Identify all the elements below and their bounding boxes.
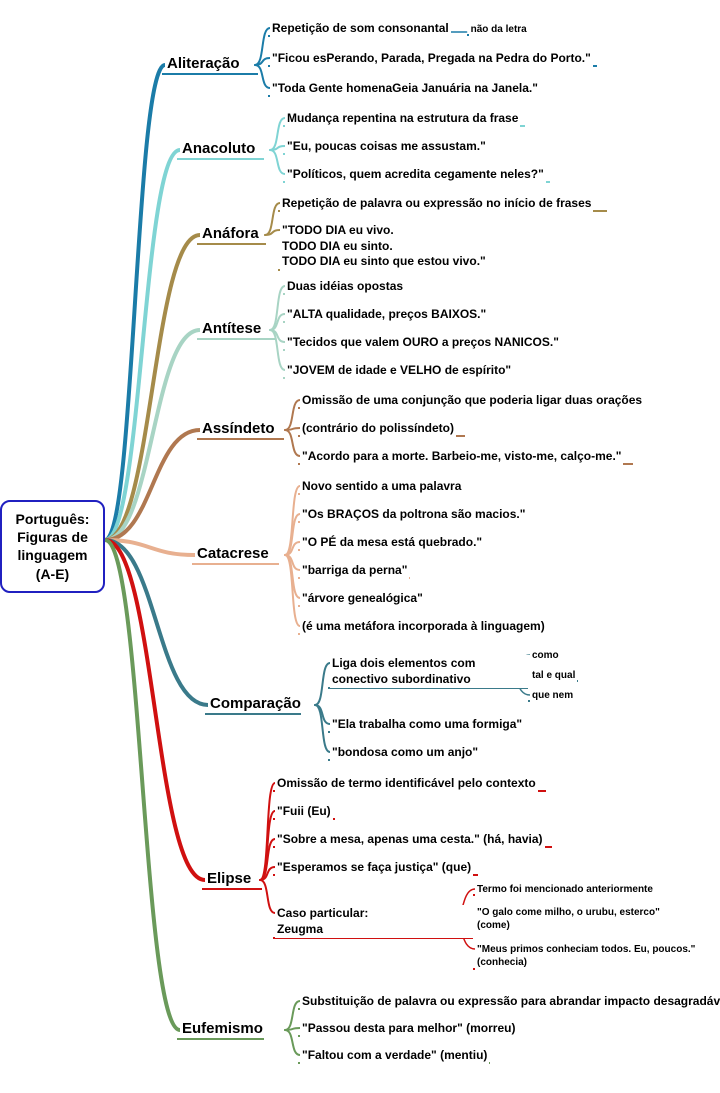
leaf-item: Repetição de palavra ou expressão no iní… bbox=[280, 195, 593, 213]
branch-eufemismo: Eufemismo bbox=[180, 1020, 265, 1037]
leaf-item: "TODO DIA eu vivo.TODO DIA eu sinto.TODO… bbox=[280, 222, 510, 271]
branch-catacrese: Catacrese bbox=[195, 545, 271, 562]
leaf-item: "bondosa como um anjo" bbox=[330, 744, 480, 762]
leaf-item: "Políticos, quem acredita cegamente nele… bbox=[285, 166, 546, 184]
leaf-item: Omissão de uma conjunção que poderia lig… bbox=[300, 392, 644, 410]
sub-leaf: que nem bbox=[530, 688, 575, 703]
root-title: Português:Figuras delinguagem(A-E) bbox=[16, 511, 90, 582]
sub-leaf: "O galo come milho, o urubu, esterco"(co… bbox=[475, 905, 705, 933]
leaf-item: "JOVEM de idade e VELHO de espírito" bbox=[285, 362, 513, 380]
leaf-item: "O PÉ da mesa está quebrado." bbox=[300, 534, 484, 552]
leaf-item: "Toda Gente homenaGeia Januária na Janel… bbox=[270, 80, 540, 98]
leaf-item: "Faltou com a verdade" (mentiu) bbox=[300, 1047, 489, 1065]
branch-elipse: Elipse bbox=[205, 870, 253, 887]
branch-anafora: Anáfora bbox=[200, 225, 261, 242]
leaf-item: Novo sentido a uma palavra bbox=[300, 478, 463, 496]
leaf-item: "Fuii (Eu) bbox=[275, 803, 333, 821]
branch-antitese: Antítese bbox=[200, 320, 263, 337]
leaf-item: Omissão de termo identificável pelo cont… bbox=[275, 775, 538, 793]
leaf-item: "Os BRAÇOS da poltrona são macios." bbox=[300, 506, 527, 524]
leaf-item: "Passou desta para melhor" (morreu) bbox=[300, 1020, 517, 1038]
leaf-item: "Eu, poucas coisas me assustam." bbox=[285, 138, 488, 156]
leaf-item: "barriga da perna" bbox=[300, 562, 409, 580]
leaf-item: "Sobre a mesa, apenas uma cesta." (há, h… bbox=[275, 831, 545, 849]
leaf-item: "ALTA qualidade, preços BAIXOS." bbox=[285, 306, 488, 324]
root-node: Português:Figuras delinguagem(A-E) bbox=[0, 500, 105, 593]
leaf-item: "Tecidos que valem OURO a preços NANICOS… bbox=[285, 334, 561, 352]
sub-leaf: como bbox=[530, 648, 561, 663]
leaf-item: Liga dois elementos comconectivo subordi… bbox=[330, 655, 560, 688]
branch-comparacao: Comparação bbox=[208, 695, 303, 712]
sub-leaf: Termo foi mencionado anteriormente bbox=[475, 882, 655, 897]
leaf-item: Duas idéias opostas bbox=[285, 278, 405, 296]
sub-leaf: tal e qual bbox=[530, 668, 577, 683]
leaf-item: "Ela trabalha como uma formiga" bbox=[330, 716, 524, 734]
leaf-item: "árvore genealógica" bbox=[300, 590, 425, 608]
leaf-item: (contrário do polissíndeto) bbox=[300, 420, 456, 438]
leaf-item: Substituição de palavra ou expressão par… bbox=[300, 993, 720, 1011]
leaf-item: "Acordo para a morte. Barbeio-me, visto-… bbox=[300, 448, 623, 466]
leaf-item: Repetição de som consonantal bbox=[270, 20, 451, 38]
leaf-item: "Ficou esPerando, Parada, Pregada na Ped… bbox=[270, 50, 593, 68]
branch-assindeto: Assíndeto bbox=[200, 420, 277, 437]
branch-anacoluto: Anacoluto bbox=[180, 140, 257, 157]
leaf-item: (é uma metáfora incorporada à linguagem) bbox=[300, 618, 547, 636]
sub-leaf: "Meus primos conheciam todos. Eu, poucos… bbox=[475, 942, 705, 970]
leaf-extra: não da letra bbox=[469, 22, 529, 37]
leaf-item: Mudança repentina na estrutura da frase bbox=[285, 110, 520, 128]
leaf-item: Caso particular:Zeugma bbox=[275, 905, 505, 938]
leaf-item: "Esperamos se faça justiça" (que) bbox=[275, 859, 473, 877]
branch-aliteracao: Aliteração bbox=[165, 55, 242, 72]
